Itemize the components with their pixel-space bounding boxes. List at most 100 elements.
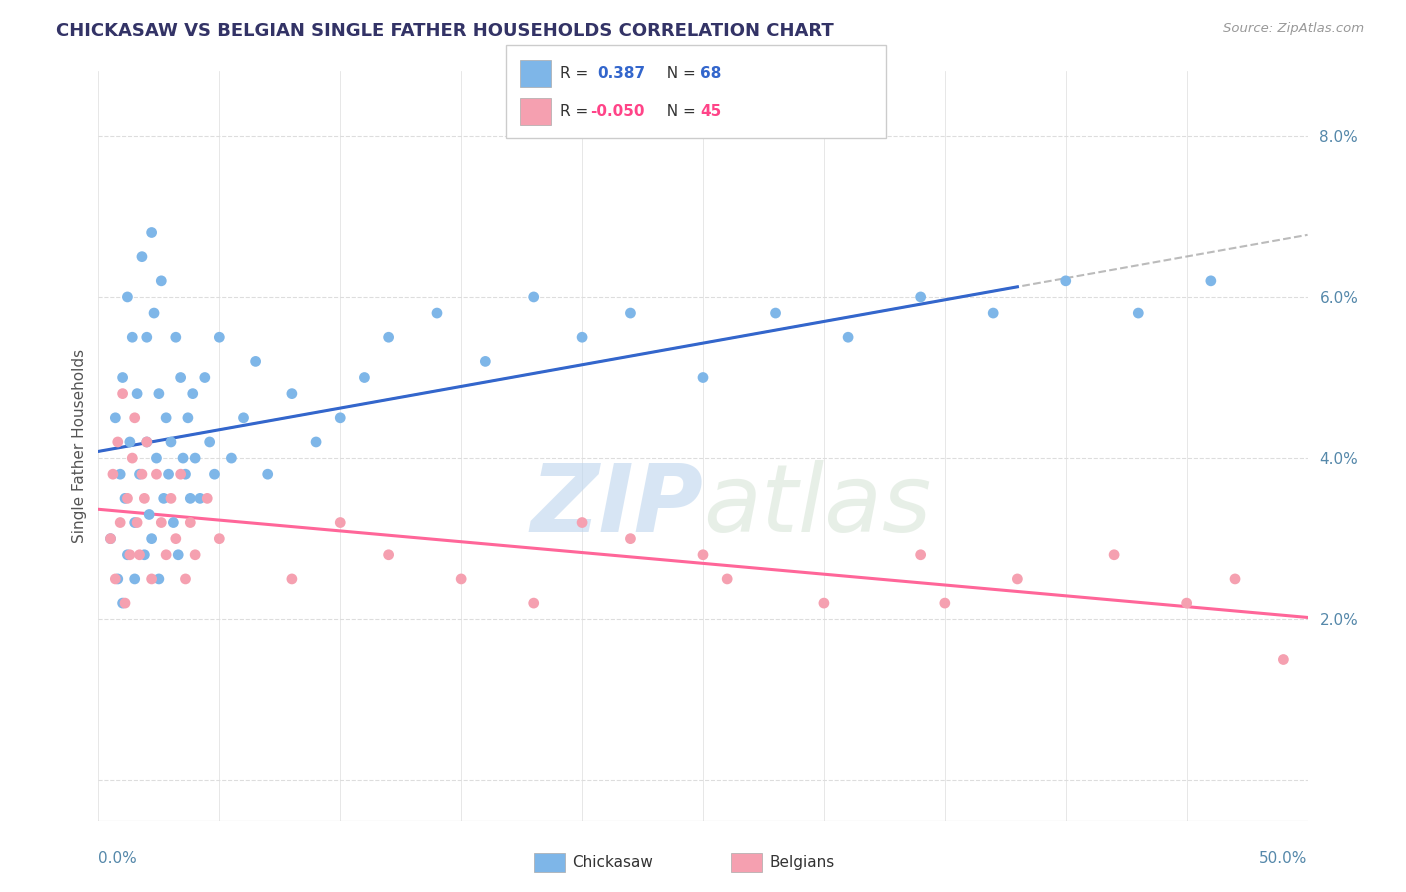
Point xyxy=(245,354,267,368)
Point xyxy=(450,572,472,586)
Point xyxy=(195,491,218,506)
Point xyxy=(377,330,399,344)
Point xyxy=(281,386,304,401)
Point xyxy=(135,330,157,344)
Point xyxy=(179,516,201,530)
Point xyxy=(127,516,149,530)
Point xyxy=(194,370,217,384)
Text: N =: N = xyxy=(657,104,700,119)
Point xyxy=(141,572,163,586)
Point xyxy=(177,410,200,425)
Point xyxy=(188,491,211,506)
Point xyxy=(155,410,177,425)
Point xyxy=(329,410,352,425)
Point xyxy=(329,516,352,530)
Point xyxy=(305,434,328,449)
Point xyxy=(208,532,231,546)
Point xyxy=(121,330,143,344)
Point xyxy=(934,596,956,610)
Point xyxy=(221,451,243,466)
Text: R =: R = xyxy=(560,104,593,119)
Point xyxy=(1223,572,1246,586)
Point xyxy=(692,370,714,384)
Point xyxy=(765,306,787,320)
Point xyxy=(910,548,932,562)
Point xyxy=(165,330,187,344)
Point xyxy=(179,491,201,506)
Point xyxy=(169,370,191,384)
Point xyxy=(1199,274,1222,288)
Point xyxy=(167,548,190,562)
Point xyxy=(131,250,153,264)
Point xyxy=(692,548,714,562)
Point xyxy=(148,572,170,586)
Point xyxy=(981,306,1004,320)
Point xyxy=(174,467,197,482)
Point xyxy=(1128,306,1150,320)
Point xyxy=(127,386,149,401)
Point xyxy=(104,572,127,586)
Point xyxy=(160,434,183,449)
Point xyxy=(118,434,141,449)
Text: 0.0%: 0.0% xyxy=(98,851,138,865)
Point xyxy=(152,491,174,506)
Point xyxy=(174,572,197,586)
Point xyxy=(150,516,173,530)
Point xyxy=(100,532,122,546)
Text: Source: ZipAtlas.com: Source: ZipAtlas.com xyxy=(1223,22,1364,36)
Point xyxy=(111,386,134,401)
Point xyxy=(353,370,375,384)
Point xyxy=(135,434,157,449)
Point xyxy=(155,548,177,562)
Point xyxy=(157,467,180,482)
Point xyxy=(108,516,131,530)
Text: 50.0%: 50.0% xyxy=(1260,851,1308,865)
Text: Chickasaw: Chickasaw xyxy=(572,855,654,870)
Point xyxy=(1102,548,1125,562)
Point xyxy=(150,274,173,288)
Point xyxy=(208,330,231,344)
Point xyxy=(143,306,166,320)
Point xyxy=(114,491,136,506)
Point xyxy=(111,370,134,384)
Text: ZIP: ZIP xyxy=(530,460,703,552)
Point xyxy=(114,596,136,610)
Point xyxy=(165,532,187,546)
Point xyxy=(160,491,183,506)
Point xyxy=(148,386,170,401)
Point xyxy=(131,467,153,482)
Point xyxy=(145,467,167,482)
Point xyxy=(813,596,835,610)
Point xyxy=(1175,596,1198,610)
Text: 68: 68 xyxy=(700,66,721,80)
Point xyxy=(135,434,157,449)
Point xyxy=(184,451,207,466)
Point xyxy=(141,532,163,546)
Point xyxy=(523,290,546,304)
Point xyxy=(117,491,139,506)
Text: R =: R = xyxy=(560,66,598,80)
Text: N =: N = xyxy=(657,66,700,80)
Point xyxy=(124,410,146,425)
Point xyxy=(426,306,449,320)
Point xyxy=(124,516,146,530)
Point xyxy=(107,572,129,586)
Point xyxy=(281,572,304,586)
Text: atlas: atlas xyxy=(703,460,931,551)
Point xyxy=(108,467,131,482)
Point xyxy=(198,434,221,449)
Point xyxy=(101,467,124,482)
Point xyxy=(523,596,546,610)
Point xyxy=(124,572,146,586)
Point xyxy=(128,548,150,562)
Point xyxy=(138,508,160,522)
Point xyxy=(141,226,163,240)
Point xyxy=(232,410,254,425)
Point xyxy=(377,548,399,562)
Point xyxy=(169,467,191,482)
Point xyxy=(134,491,156,506)
Point xyxy=(121,451,143,466)
Point xyxy=(1272,652,1295,666)
Text: -0.050: -0.050 xyxy=(591,104,645,119)
Point xyxy=(111,596,134,610)
